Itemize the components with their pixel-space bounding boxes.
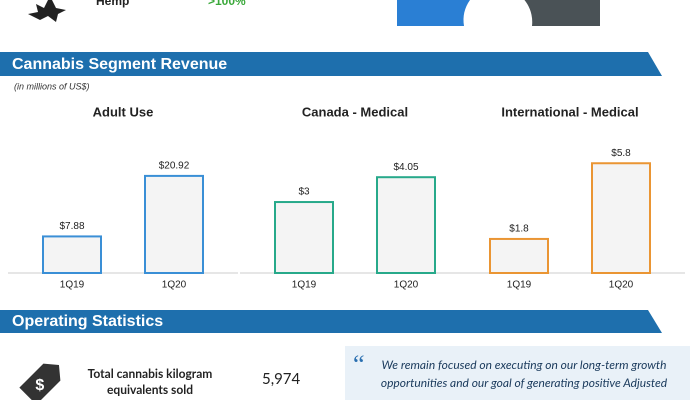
quote-text: We remain focused on executing on our lo… xyxy=(380,357,668,390)
value-label: $7.88 xyxy=(59,221,84,232)
top-label: Hemp xyxy=(96,0,129,8)
section-banner xyxy=(0,310,662,333)
bar xyxy=(274,201,334,275)
chart-title: Canada - Medical xyxy=(302,104,408,119)
quote-mark: “ xyxy=(353,350,365,379)
bar xyxy=(144,174,204,275)
x-tick-label: 1Q19 xyxy=(60,280,85,291)
donut-part xyxy=(470,0,600,26)
value-label: $4.05 xyxy=(393,162,418,173)
x-tick-label: 1Q19 xyxy=(292,280,317,291)
stat-value: 5,974 xyxy=(262,370,301,388)
value-label: $5.8 xyxy=(611,148,631,159)
section-title: Operating Statistics xyxy=(12,313,163,330)
section-banner xyxy=(0,52,662,76)
value-label: $3 xyxy=(298,187,310,198)
value-label: $1.8 xyxy=(509,224,529,235)
leaf-icon xyxy=(28,0,66,22)
x-tick-label: 1Q20 xyxy=(162,280,187,291)
x-tick-label: 1Q19 xyxy=(507,280,532,291)
donut-part xyxy=(397,0,470,26)
quote-box: “ We remain focused on executing on our … xyxy=(345,346,690,400)
section-title: Cannabis Segment Revenue xyxy=(12,56,227,73)
top-value: >100% xyxy=(208,0,246,8)
bar xyxy=(376,176,436,274)
stat-label: Total cannabis kilogram equivalents sold xyxy=(87,366,213,397)
svg-text:$: $ xyxy=(35,377,44,394)
chart-title: International - Medical xyxy=(501,104,638,119)
section-note: (in millions of US$) xyxy=(14,81,90,91)
x-tick-label: 1Q20 xyxy=(609,280,634,291)
value-label: $20.92 xyxy=(159,161,190,172)
tag-icon: $ xyxy=(19,363,61,400)
x-tick-label: 1Q20 xyxy=(394,280,419,291)
bar xyxy=(591,162,651,274)
bar xyxy=(42,235,102,275)
bar xyxy=(489,237,549,274)
chart-title: Adult Use xyxy=(93,104,154,119)
